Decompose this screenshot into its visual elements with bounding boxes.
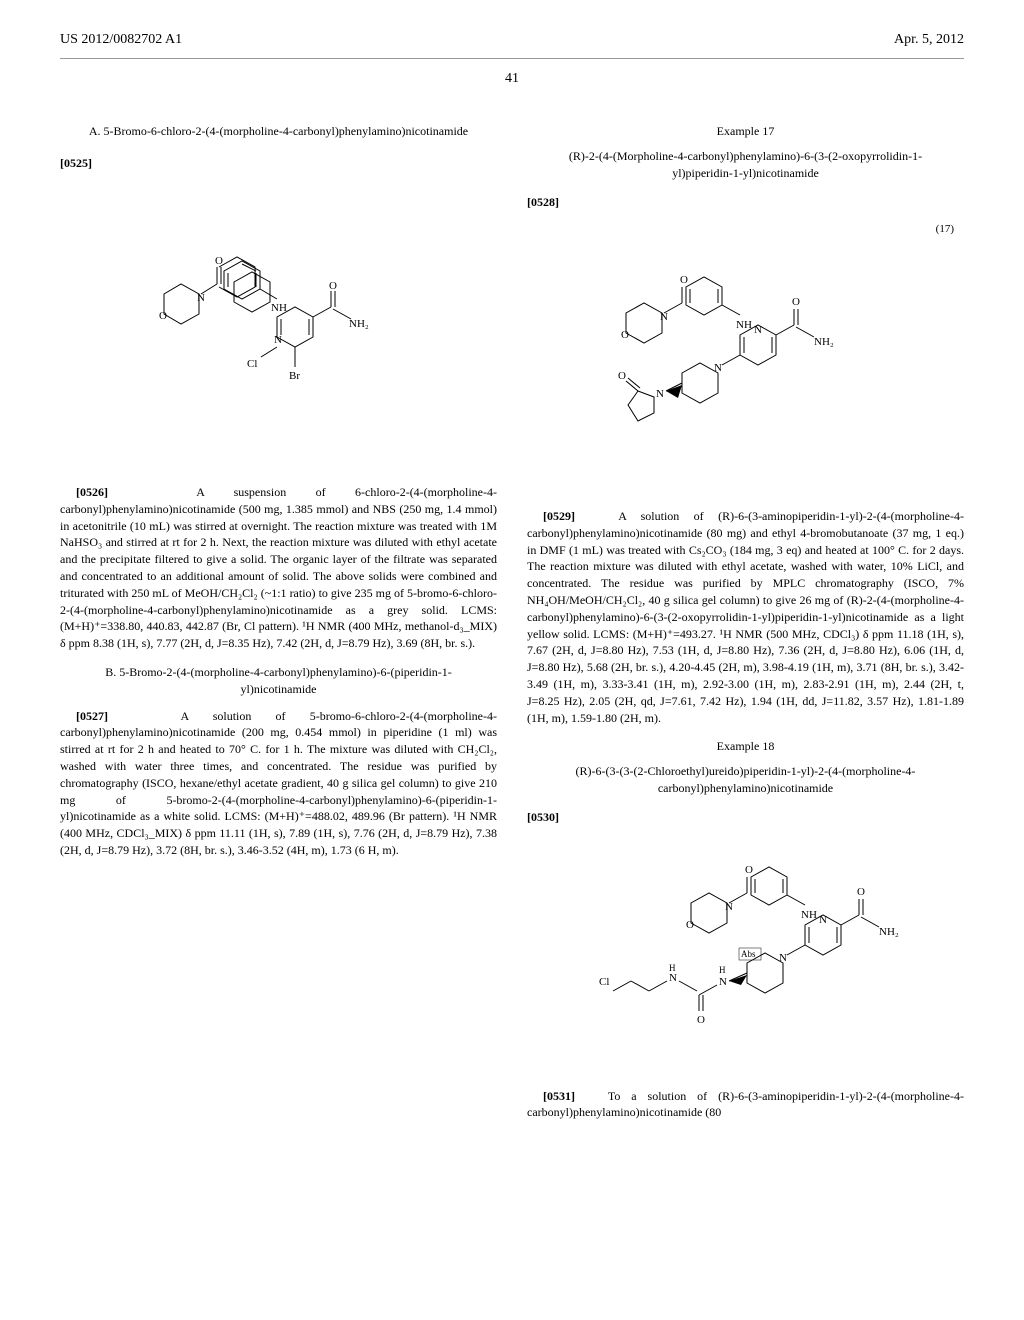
chemical-structure-a: O N O NH (60, 184, 497, 469)
structure-svg-a: O N O NH (149, 199, 409, 449)
label18-n3: N (779, 952, 787, 964)
example-17-title: (R)-2-(4-(Morpholine-4-carbonyl)phenylam… (527, 148, 964, 182)
label18-n2: N (819, 914, 827, 926)
label-o2: O (159, 310, 167, 322)
page-number: 41 (60, 69, 964, 89)
para-0525: [0525] (60, 155, 497, 172)
para-0529: [0529] A solution of (R)-6-(3-aminopiper… (527, 508, 964, 726)
label18-h1: H (669, 963, 676, 973)
label17-o4: O (618, 370, 626, 382)
label-cl: Cl (247, 358, 257, 370)
label17-o3: O (792, 296, 800, 308)
example-18-heading: Example 18 (527, 738, 964, 755)
para-0530: [0530] (527, 809, 964, 826)
para-num-0528: [0528] (527, 195, 559, 209)
label18-n4: N (719, 976, 727, 988)
right-column: Example 17 (R)-2-(4-(Morpholine-4-carbon… (527, 123, 964, 1133)
label-nh2: NH₂ (349, 318, 369, 330)
label18-h2: H (719, 965, 726, 975)
label18-nh2: NH₂ (879, 926, 899, 938)
para-0531: [0531] To a solution of (R)-6-(3-aminopi… (527, 1088, 964, 1122)
para-0528: [0528] (527, 194, 964, 211)
label17-n4: N (656, 388, 664, 400)
label18-o1: O (745, 864, 753, 876)
label-br: Br (289, 370, 300, 382)
example-18-title: (R)-6-(3-(3-(2-Chloroethyl)ureido)piperi… (527, 763, 964, 797)
para-num-0531: [0531] (543, 1089, 575, 1103)
patent-id: US 2012/0082702 A1 (60, 30, 182, 50)
para-0526: [0526] A suspension of 6-chloro-2-(4-(mo… (60, 484, 497, 652)
label17-nh2: NH₂ (814, 336, 834, 348)
label17-n2: N (754, 324, 762, 336)
para-num-0530: [0530] (527, 810, 559, 824)
label-nh: NH (271, 302, 287, 314)
section-b-title: B. 5-Bromo-2-(4-(morpholine-4-carbonyl)p… (60, 664, 497, 698)
svg-text:N: N (669, 972, 677, 984)
page-header: US 2012/0082702 A1 Apr. 5, 2012 (60, 30, 964, 59)
label-n2: N (274, 334, 282, 346)
para-num-0527: [0527] (76, 709, 108, 723)
para-0531-text: To a solution of (R)-6-(3-aminopiperidin… (527, 1089, 964, 1120)
section-a-title: A. 5-Bromo-6-chloro-2-(4-(morpholine-4-c… (60, 123, 497, 140)
chemical-structure-18: O N O NH N (527, 838, 964, 1073)
para-0526-text: A suspension of 6-chloro-2-(4-(morpholin… (60, 485, 497, 650)
para-num-0525: [0525] (60, 156, 92, 170)
example-17-heading: Example 17 (527, 123, 964, 140)
label17-n3: N (714, 362, 722, 374)
label17-o1: O (680, 274, 688, 286)
para-0527-text: A solution of 5-bromo-6-chloro-2-(4-(mor… (60, 709, 497, 857)
label18-o2: O (686, 919, 694, 931)
para-0527: [0527] A solution of 5-bromo-6-chloro-2-… (60, 708, 497, 859)
para-num-0526: [0526] (76, 485, 108, 499)
structure-svg-17: O N O NH N (596, 253, 896, 473)
formula-17-label: (17) (527, 222, 964, 237)
label18-o4: O (697, 1014, 705, 1026)
publication-date: Apr. 5, 2012 (894, 30, 964, 50)
chemical-structure-17: O N O NH N (527, 238, 964, 493)
para-0529-text: A solution of (R)-6-(3-aminopiperidin-1-… (527, 509, 964, 725)
label18-abs: Abs (741, 949, 756, 959)
left-column: A. 5-Bromo-6-chloro-2-(4-(morpholine-4-c… (60, 123, 497, 1133)
label18-cl: Cl (599, 976, 609, 988)
label18-o3: O (857, 886, 865, 898)
content-columns: A. 5-Bromo-6-chloro-2-(4-(morpholine-4-c… (60, 123, 964, 1133)
para-num-0529: [0529] (543, 509, 575, 523)
structure-svg-18: O N O NH N (581, 853, 911, 1053)
label-o3: O (329, 280, 337, 292)
label17-o2: O (621, 329, 629, 341)
